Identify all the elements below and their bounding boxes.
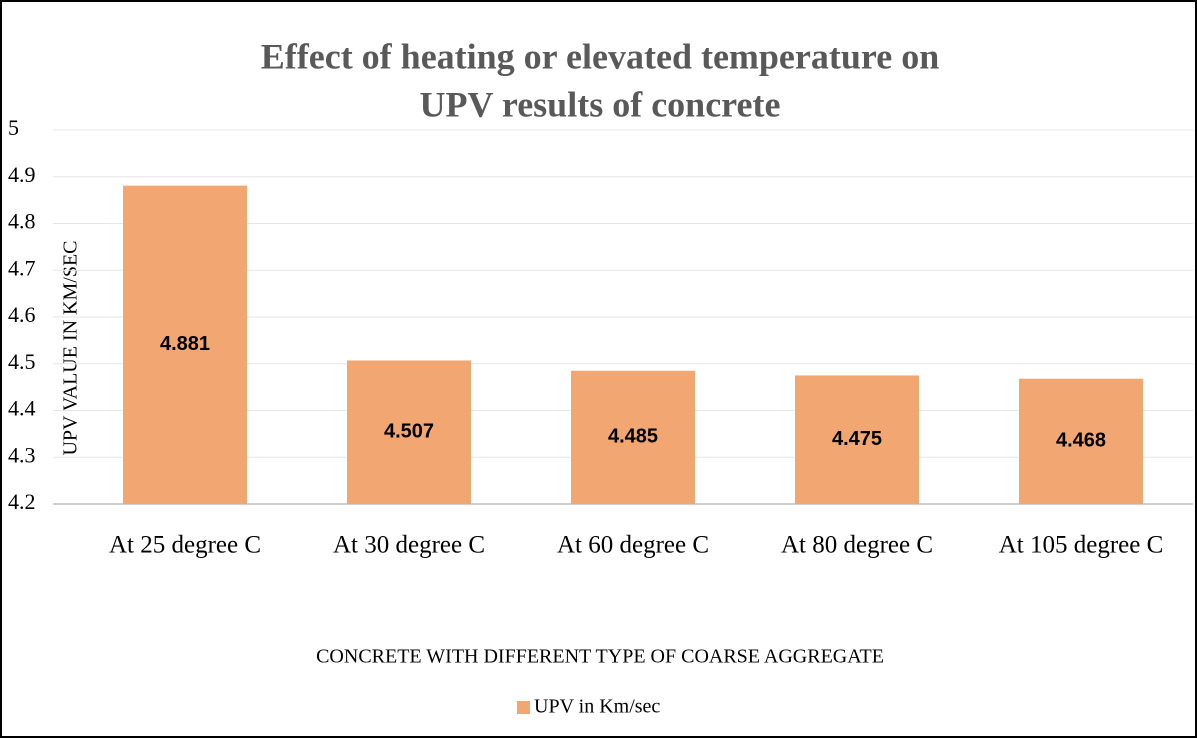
y-tick-label: 4.7 — [8, 255, 36, 280]
data-label: 4.485 — [608, 426, 658, 448]
y-tick-label: 4.8 — [8, 209, 36, 234]
x-tick-label: At 30 degree C — [333, 532, 485, 559]
bar — [123, 185, 247, 504]
y-tick-label: 4.2 — [8, 489, 36, 514]
data-label: 4.468 — [1056, 430, 1106, 452]
chart-title: Effect of heating or elevated temperatur… — [261, 36, 939, 76]
x-tick-label: At 105 degree C — [999, 532, 1164, 559]
y-tick-label: 4.4 — [8, 396, 36, 421]
y-axis-title: UPV VALUE IN KM/SEC — [60, 240, 82, 455]
bar — [571, 370, 695, 504]
x-tick-label: At 25 degree C — [109, 532, 261, 559]
x-tick-label: At 80 degree C — [781, 532, 933, 559]
data-label: 4.475 — [832, 428, 882, 450]
y-tick-label: 4.6 — [8, 302, 36, 327]
data-label: 4.881 — [160, 333, 210, 355]
bar — [1019, 378, 1143, 504]
y-tick-label: 4.9 — [8, 162, 36, 187]
y-tick-label: 5 — [8, 115, 19, 140]
legend-swatch — [517, 701, 530, 714]
bar — [347, 360, 471, 504]
legend-label: UPV in Km/sec — [534, 696, 660, 718]
x-tick-label: At 60 degree C — [557, 532, 709, 559]
y-tick-label: 4.5 — [8, 349, 36, 374]
chart-title: UPV results of concrete — [420, 84, 781, 124]
bar — [795, 375, 919, 504]
x-axis-title: CONCRETE WITH DIFFERENT TYPE OF COARSE A… — [316, 646, 884, 668]
y-tick-label: 4.3 — [8, 442, 36, 467]
data-label: 4.507 — [384, 421, 434, 443]
